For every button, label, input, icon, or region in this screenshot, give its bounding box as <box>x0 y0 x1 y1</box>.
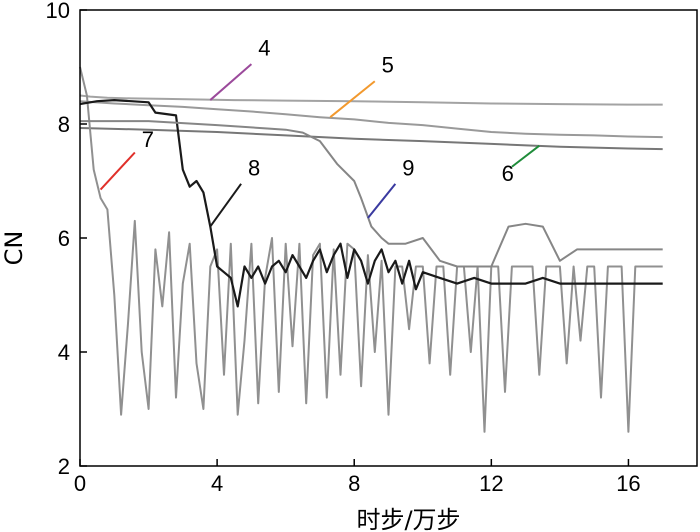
x-axis-title: 时步/万步 <box>356 506 460 532</box>
series-layer <box>79 66 663 433</box>
annotation-line-9 <box>367 183 397 219</box>
x-tick-label-4: 4 <box>211 471 223 496</box>
y-tick-label-4: 4 <box>58 340 70 365</box>
series-line-6 <box>79 127 663 151</box>
annotation-line-6 <box>511 144 540 168</box>
y-tick-label-10: 10 <box>46 0 70 23</box>
series-line-9 <box>80 120 663 268</box>
annotation-label-4: 4 <box>258 36 270 61</box>
y-tick-label-6: 6 <box>58 226 70 251</box>
annotation-label-5: 5 <box>382 53 394 78</box>
tick-layer: 0 4 8 12 16 2 4 6 8 10 <box>46 0 641 496</box>
annotation-label-7: 7 <box>142 127 154 152</box>
annotation-label-9: 9 <box>402 155 414 180</box>
x-tick-label-0: 0 <box>74 471 86 496</box>
annotation-layer: 4 5 6 7 8 9 <box>99 36 540 228</box>
annotation-line-5 <box>329 80 376 118</box>
annotation-label-6: 6 <box>502 161 514 186</box>
series-line-8 <box>79 99 663 308</box>
x-tick-label-12: 12 <box>479 471 503 496</box>
annotation-line-4 <box>209 63 253 101</box>
annotation-label-8: 8 <box>248 155 260 180</box>
series-line-5 <box>79 100 663 139</box>
y-tick-label-2: 2 <box>58 454 70 479</box>
series-line-7 <box>79 66 663 433</box>
x-tick-label-8: 8 <box>348 471 360 496</box>
x-tick-label-16: 16 <box>616 471 640 496</box>
annotation-line-7 <box>99 151 136 191</box>
series-line-4 <box>79 94 663 106</box>
annotation-line-8 <box>209 183 242 228</box>
y-tick-label-8: 8 <box>58 112 70 137</box>
y-axis-title: CN <box>0 231 28 266</box>
